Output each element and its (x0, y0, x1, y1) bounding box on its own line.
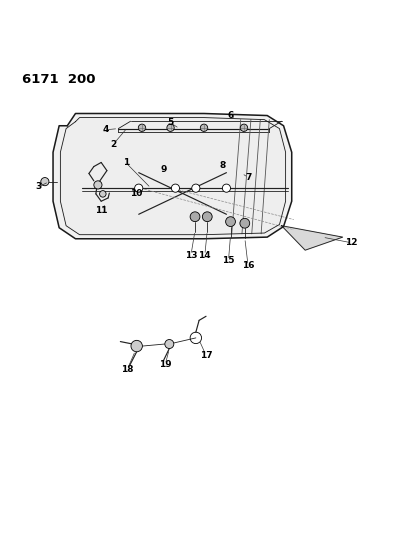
Circle shape (138, 124, 146, 132)
Text: 9: 9 (160, 165, 166, 174)
Circle shape (165, 340, 174, 349)
Text: 13: 13 (185, 251, 197, 260)
Text: 3: 3 (35, 182, 42, 191)
Circle shape (94, 181, 102, 189)
Text: 8: 8 (219, 161, 226, 170)
Circle shape (222, 184, 231, 192)
Polygon shape (282, 225, 343, 250)
Text: 2: 2 (110, 140, 117, 149)
Circle shape (135, 184, 143, 192)
Circle shape (192, 184, 200, 192)
Text: 18: 18 (121, 365, 133, 374)
Text: 19: 19 (159, 360, 171, 369)
Circle shape (41, 177, 49, 185)
Circle shape (240, 219, 250, 228)
Circle shape (240, 124, 248, 132)
Circle shape (190, 212, 200, 222)
Polygon shape (60, 118, 286, 235)
Circle shape (226, 217, 235, 227)
Text: 15: 15 (222, 256, 235, 265)
Circle shape (167, 124, 174, 132)
Text: 12: 12 (346, 238, 358, 247)
Text: 11: 11 (95, 206, 107, 215)
Text: 10: 10 (131, 189, 143, 198)
Text: 7: 7 (245, 173, 251, 182)
Text: 4: 4 (102, 125, 109, 134)
Text: 5: 5 (167, 118, 174, 127)
Polygon shape (53, 114, 292, 239)
Circle shape (100, 191, 106, 197)
Text: 6: 6 (227, 111, 234, 120)
Circle shape (200, 124, 208, 132)
Text: 6171  200: 6171 200 (22, 72, 96, 86)
Circle shape (171, 184, 180, 192)
Text: 1: 1 (122, 158, 129, 167)
Circle shape (202, 212, 212, 222)
Circle shape (131, 341, 142, 352)
Text: 16: 16 (242, 261, 254, 270)
Text: 17: 17 (200, 351, 212, 360)
Text: 14: 14 (199, 251, 211, 260)
